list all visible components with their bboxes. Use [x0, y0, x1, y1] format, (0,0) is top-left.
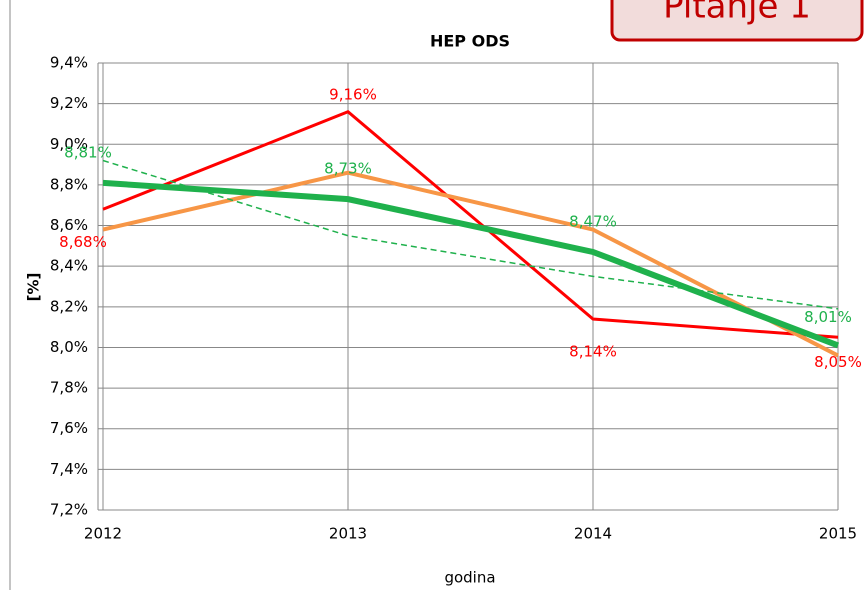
- y-tick-label: 9,2%: [50, 94, 88, 112]
- data-label: 8,47%: [569, 212, 617, 230]
- series-line: [102, 159, 839, 310]
- x-axis-label: godina: [444, 569, 495, 587]
- annotation: Pitanje 1: [663, 0, 811, 27]
- series-line: [102, 110, 839, 339]
- data-label: 8,01%: [804, 308, 852, 326]
- y-tick-label: 8,8%: [50, 175, 88, 193]
- data-label: 8,05%: [814, 353, 862, 371]
- data-label: 8,81%: [64, 143, 112, 161]
- chart-title: HEP ODS: [430, 32, 510, 51]
- y-tick-label: 9,0%: [50, 135, 88, 153]
- y-tick-label: 7,2%: [50, 501, 88, 519]
- x-tick-label: 2015: [819, 525, 857, 543]
- y-tick-label: 8,2%: [50, 297, 88, 315]
- x-tick-label: 2013: [329, 525, 367, 543]
- y-tick-label: 7,6%: [50, 419, 88, 437]
- data-label: 9,16%: [329, 85, 377, 103]
- y-tick-label: 9,4%: [50, 54, 88, 72]
- y-axis-label: [%]: [25, 273, 43, 302]
- series-line: [102, 179, 840, 349]
- data-label: 8,14%: [569, 343, 617, 361]
- y-tick-label: 7,8%: [50, 379, 88, 397]
- annotation-box: [610, 0, 864, 42]
- data-label: 8,68%: [59, 233, 107, 251]
- x-tick-label: 2012: [84, 525, 122, 543]
- data-label: 8,73%: [324, 160, 372, 178]
- y-tick-label: 7,4%: [50, 460, 88, 478]
- series-line: [102, 170, 839, 358]
- y-tick-label: 8,0%: [50, 338, 88, 356]
- y-tick-label: 8,6%: [50, 216, 88, 234]
- x-tick-label: 2014: [574, 525, 612, 543]
- y-tick-label: 8,4%: [50, 257, 88, 275]
